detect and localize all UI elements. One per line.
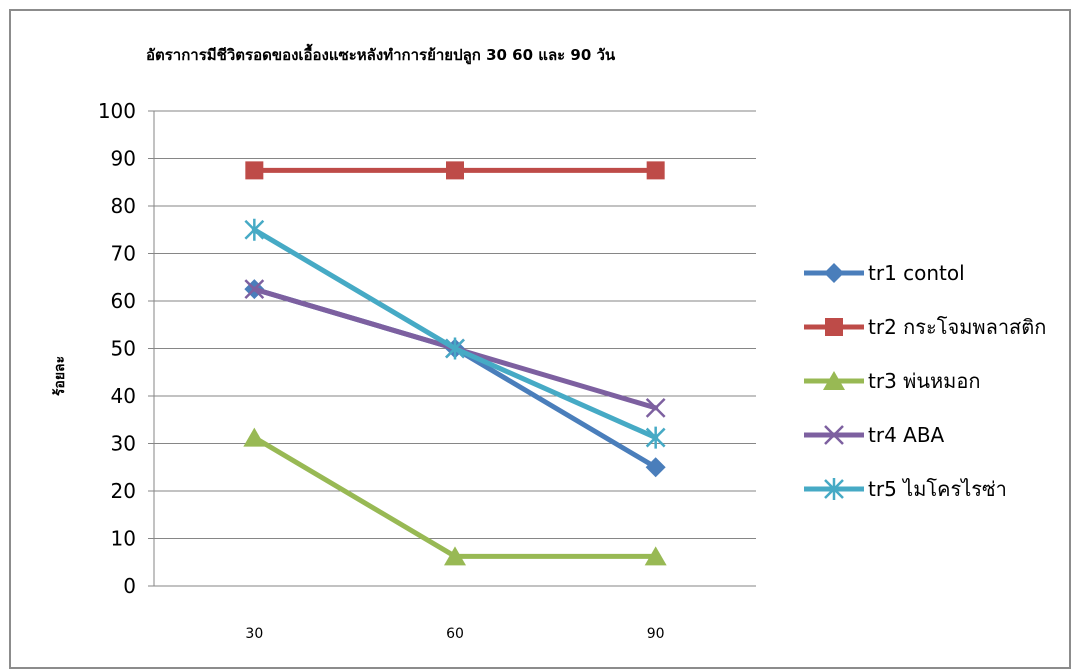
legend-item: tr2 กระโจมพลาสติก bbox=[804, 315, 1046, 339]
legend-marker bbox=[825, 318, 843, 336]
data-point bbox=[645, 457, 666, 478]
y-tick-label: 90 bbox=[111, 147, 136, 171]
x-tick-label: 90 bbox=[647, 626, 665, 642]
legend-item: tr3 พ่นหมอก bbox=[804, 369, 981, 393]
y-tick-label: 40 bbox=[111, 384, 136, 408]
y-tick-label: 10 bbox=[111, 527, 136, 551]
y-tick-label: 80 bbox=[111, 194, 136, 218]
legend-marker bbox=[824, 478, 844, 500]
data-point bbox=[445, 337, 465, 360]
legend-item: tr1 contol bbox=[804, 261, 965, 285]
y-tick-label: 100 bbox=[98, 99, 136, 123]
data-point bbox=[646, 161, 665, 180]
data-point bbox=[244, 218, 265, 241]
legend-label: tr1 contol bbox=[868, 261, 965, 285]
data-point bbox=[444, 546, 466, 566]
line-chart: อัตราการมีชีวิตรอดของเอื้องแซะหลังทำการย… bbox=[52, 43, 1046, 642]
series-line bbox=[251, 227, 659, 441]
axis-layer: 0 10 20 30 40 50 60 70 80 90 100 30 60 90 bbox=[98, 99, 756, 642]
series-1 bbox=[244, 279, 666, 478]
series-line bbox=[251, 286, 659, 470]
series-5 bbox=[244, 218, 666, 449]
y-tick-label: 30 bbox=[111, 432, 136, 456]
y-tick-label: 20 bbox=[111, 479, 136, 503]
legend-label: tr3 พ่นหมอก bbox=[868, 369, 981, 393]
data-point bbox=[645, 426, 666, 449]
x-tick-label: 30 bbox=[245, 626, 263, 642]
legend-marker bbox=[824, 425, 844, 445]
legend-marker bbox=[824, 263, 844, 283]
legend-label: tr5 ไมโครไรซ่า bbox=[868, 477, 1007, 501]
legend-marker bbox=[823, 371, 845, 390]
chart-frame: อัตราการมีชีวิตรอดของเอื้องแซะหลังทำการย… bbox=[9, 9, 1071, 669]
y-tick-label: 70 bbox=[111, 242, 136, 266]
data-point bbox=[644, 546, 667, 566]
data-point bbox=[446, 161, 464, 180]
data-point bbox=[645, 397, 666, 418]
legend-item: tr4 ABA bbox=[804, 423, 945, 447]
series-2 bbox=[245, 161, 665, 180]
y-tick-label: 50 bbox=[111, 337, 136, 361]
data-point bbox=[243, 427, 266, 447]
legend: tr1 contol tr2 กระโจมพลาสติก tr3 พ่นหมอก tr… bbox=[804, 261, 1046, 501]
data-point bbox=[244, 279, 265, 300]
series-3 bbox=[243, 427, 667, 566]
series-layer bbox=[243, 161, 667, 566]
y-tick-label: 0 bbox=[123, 574, 136, 598]
y-axis-label: ร้อยละ bbox=[52, 356, 68, 396]
legend-label: tr2 กระโจมพลาสติก bbox=[868, 315, 1046, 339]
y-tick-label: 60 bbox=[111, 289, 136, 313]
legend-label: tr4 ABA bbox=[868, 423, 945, 447]
legend-item: tr5 ไมโครไรซ่า bbox=[804, 477, 1007, 501]
chart-title: อัตราการมีชีวิตรอดของเอื้องแซะหลังทำการย… bbox=[146, 43, 616, 65]
x-tick-label: 60 bbox=[446, 626, 464, 642]
data-point bbox=[245, 161, 264, 180]
